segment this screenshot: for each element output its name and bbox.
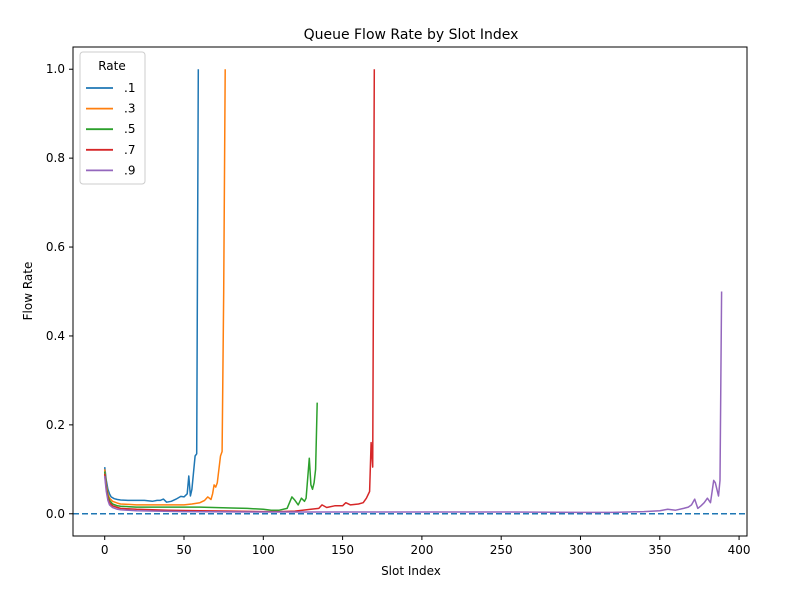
series-layer <box>103 69 723 514</box>
x-tick-label: 50 <box>176 543 191 557</box>
x-tick-label: 350 <box>648 543 671 557</box>
y-axis-label: Flow Rate <box>21 262 35 321</box>
y-tick-label: 0.4 <box>46 329 65 343</box>
series-line-2 <box>103 69 226 506</box>
legend-title: Rate <box>98 59 126 73</box>
legend-label-1: .1 <box>124 81 135 95</box>
plot-frame <box>72 46 748 537</box>
legend-label-4: .7 <box>124 143 135 157</box>
y-tick-label: 0.2 <box>46 418 65 432</box>
series-line-4 <box>103 69 376 513</box>
plot-area <box>72 46 748 537</box>
series-line-3 <box>103 402 318 511</box>
x-tick-label: 200 <box>410 543 433 557</box>
y-tick-label: 0.0 <box>46 507 65 521</box>
legend-label-2: .3 <box>124 102 135 116</box>
y-tick-label: 0.6 <box>46 240 65 254</box>
x-tick-label: 250 <box>490 543 513 557</box>
y-tick-label: 1.0 <box>46 62 65 76</box>
series-line-1 <box>103 69 200 503</box>
x-tick-label: 150 <box>331 543 354 557</box>
x-tick-label: 0 <box>101 543 109 557</box>
legend: Rate .1 .3 .5 .7 .9 <box>79 51 146 185</box>
x-tick-label: 400 <box>728 543 751 557</box>
series-line-5 <box>103 291 723 514</box>
y-tick-label: 0.8 <box>46 151 65 165</box>
legend-label-5: .9 <box>124 163 135 177</box>
x-axis-label: Slot Index <box>381 564 441 578</box>
legend-entries: .1 .3 .5 .7 .9 <box>86 81 135 177</box>
legend-label-3: .5 <box>124 122 135 136</box>
chart-title: Queue Flow Rate by Slot Index <box>304 27 519 43</box>
x-tick-label: 300 <box>569 543 592 557</box>
x-axis: 0 50 100 150 200 250 300 350 400 <box>101 536 751 557</box>
y-axis: 0.0 0.2 0.4 0.6 0.8 1.0 <box>46 62 73 521</box>
legend-box <box>79 51 146 185</box>
x-tick-label: 100 <box>252 543 275 557</box>
